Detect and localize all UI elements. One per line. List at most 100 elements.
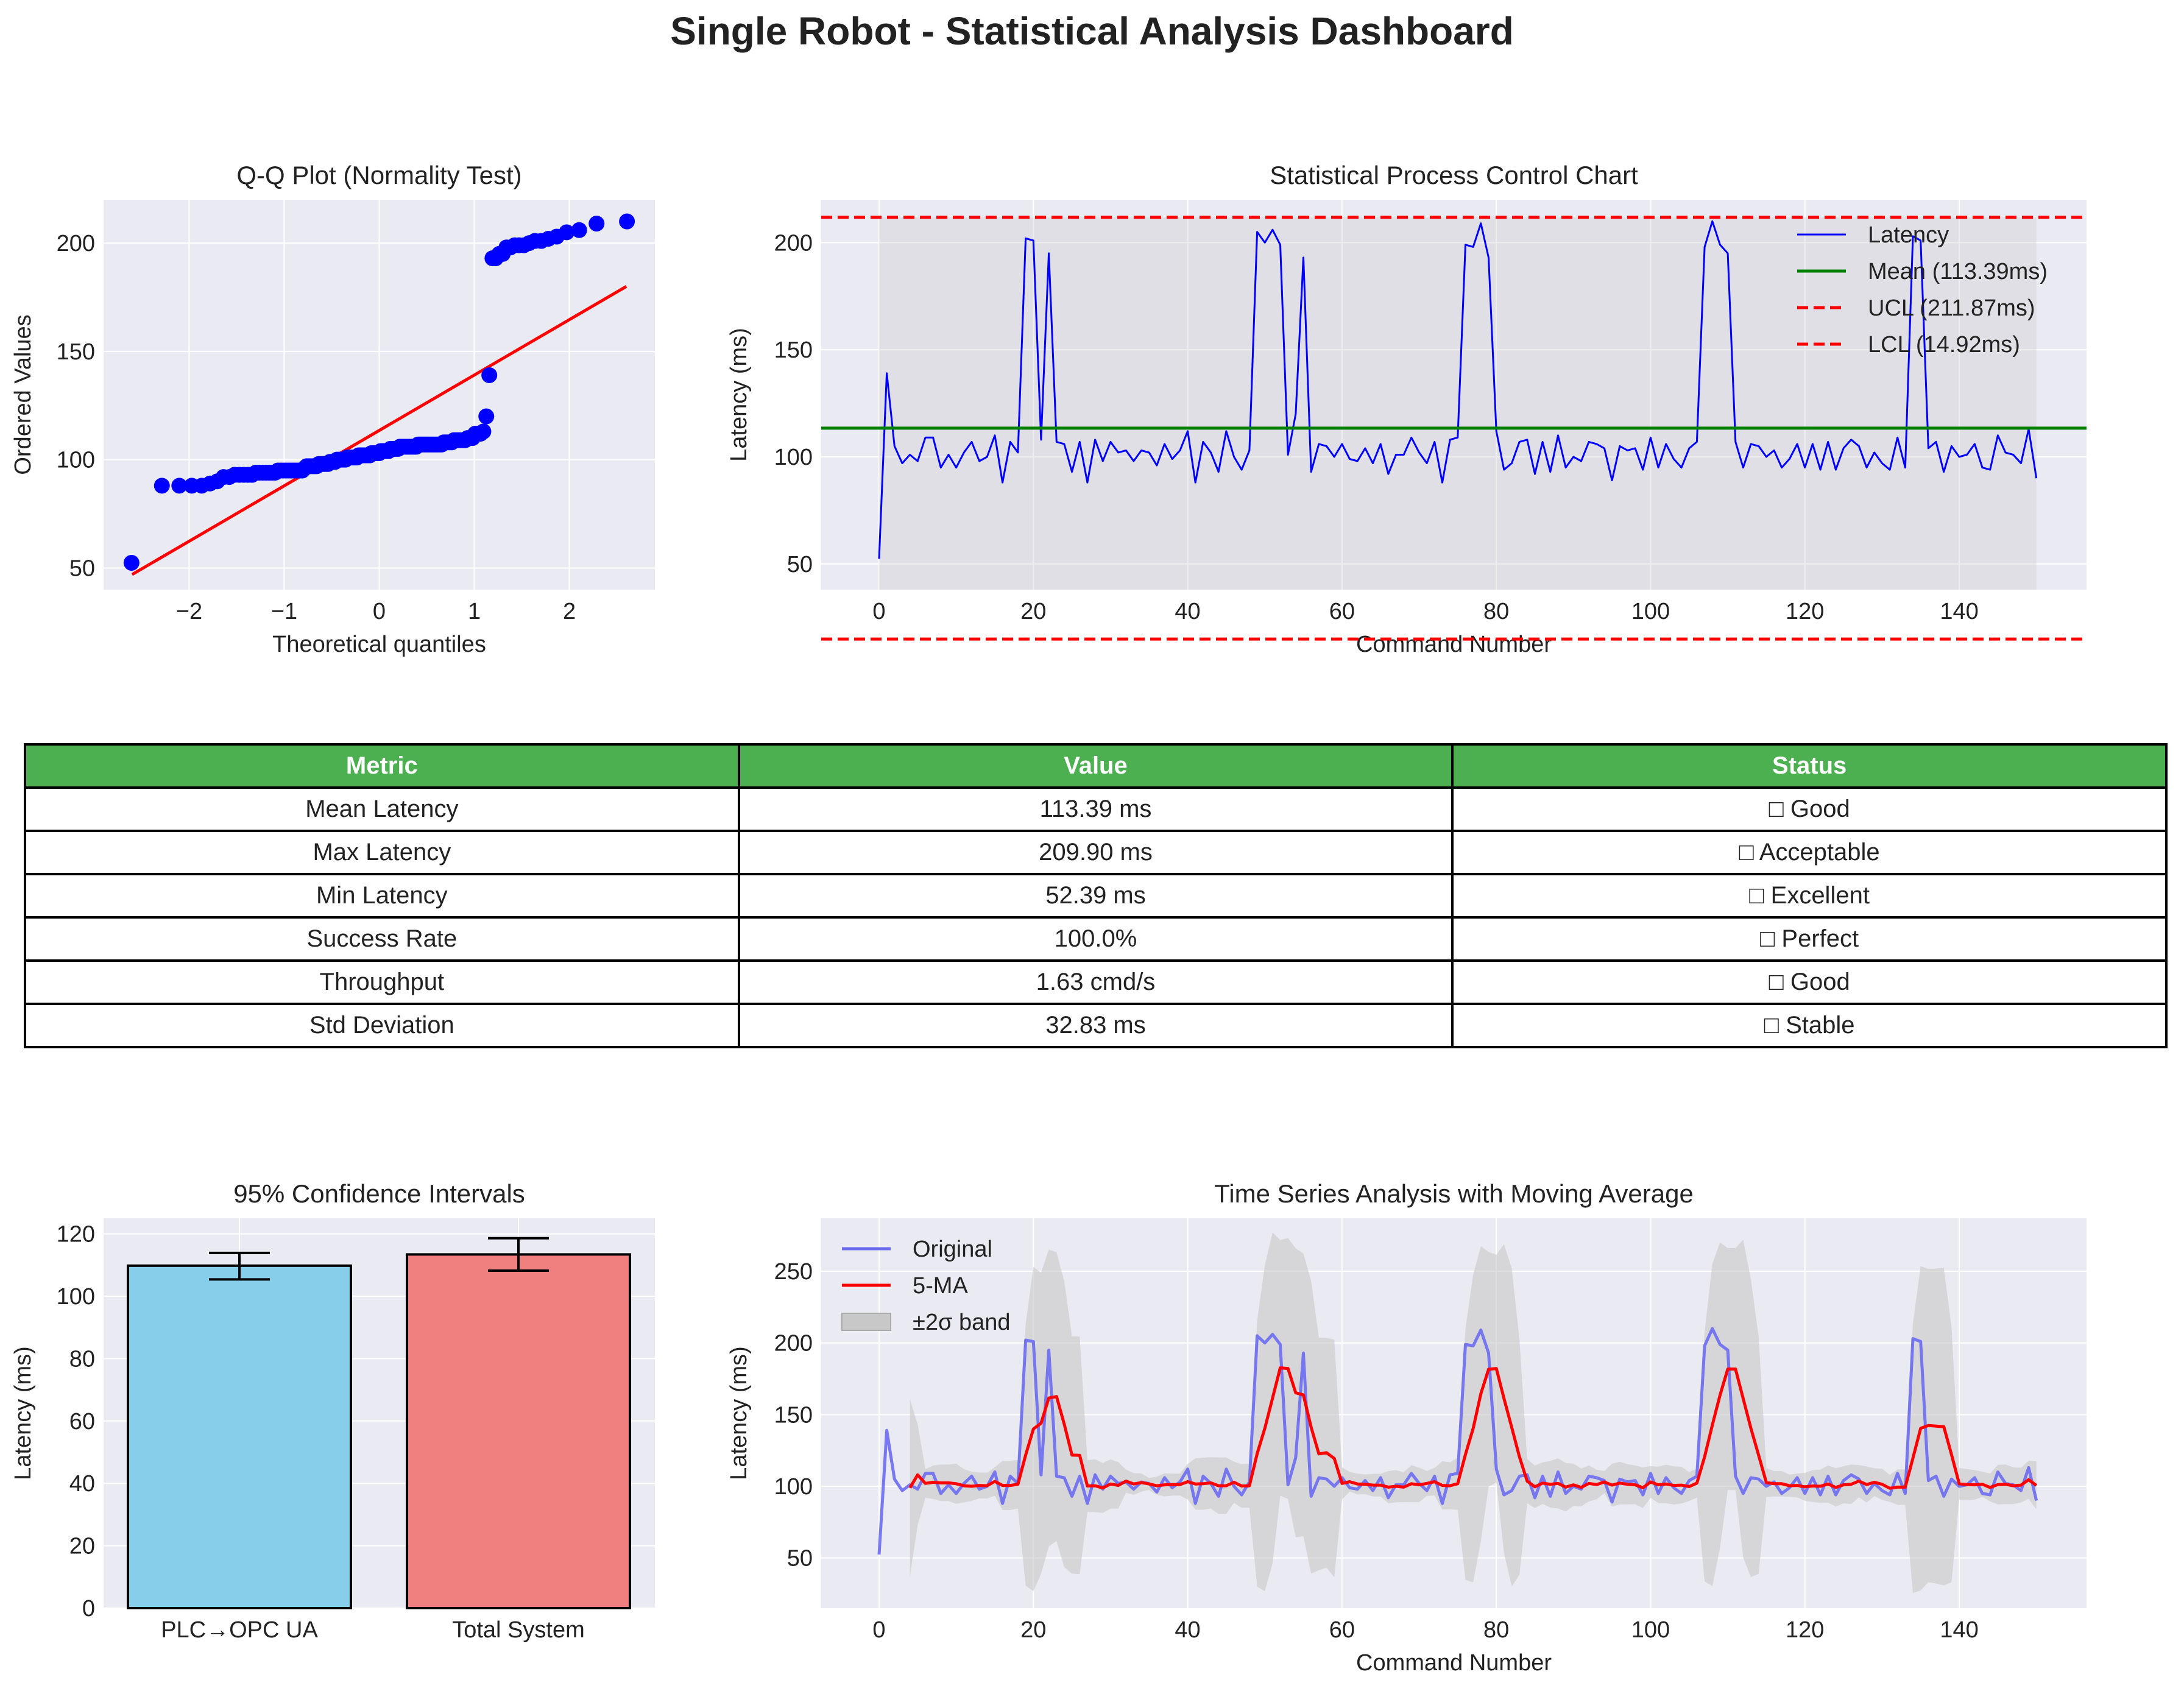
y-tick-label: 40 [69,1471,95,1497]
table-cell: 113.39 ms [737,786,1454,832]
x-tick-label: 80 [1483,599,1509,624]
metrics-table: Metric Value Status Mean Latency 113.39 … [24,743,2168,1048]
legend-label: Mean (113.39ms) [1868,259,2048,284]
sigma-band [910,1232,2037,1593]
x-tick-label: 20 [1020,599,1046,624]
table-row: Std Deviation 32.83 ms □ Stable [24,1003,2168,1048]
y-axis-label: Latency (ms) [726,1346,752,1480]
y-tick-label: 50 [787,1546,813,1572]
table-row: Min Latency 52.39 ms □ Excellent [24,873,2168,919]
y-tick-label: 80 [69,1346,95,1372]
plot-area [821,200,2087,590]
table-cell: Mean Latency [24,786,740,832]
qq-point [619,213,635,230]
table-cell: Max Latency [24,830,740,875]
chart-title: Time Series Analysis with Moving Average [1214,1179,1694,1208]
y-tick-label: 250 [774,1259,813,1285]
table-cell: □ Excellent [1451,873,2168,919]
legend-label: Latency [1868,222,1949,248]
x-tick-label: −2 [176,599,202,624]
table-cell: 1.63 cmd/s [737,959,1454,1005]
bar [406,1253,631,1610]
table-cell: □ Stable [1451,1003,2168,1048]
page-title: Single Robot - Statistical Analysis Dash… [670,9,1514,53]
legend-swatch [841,1313,891,1331]
table-row: Max Latency 209.90 ms □ Acceptable [24,830,2168,875]
y-tick-label: 60 [69,1409,95,1435]
x-tick-label: 20 [1020,1617,1046,1643]
table-cell: 52.39 ms [737,873,1454,919]
column-header: Status [1451,743,2168,789]
chart-title: Statistical Process Control Chart [1270,161,1638,189]
latency-series-line [878,220,2038,559]
y-tick-label: 20 [69,1534,95,1559]
x-tick-label: 140 [1940,599,1978,624]
qq-point [481,367,498,383]
legend-label: ±2σ band [913,1310,1011,1335]
x-tick-label: 60 [1329,1617,1355,1643]
x-tick-label: 0 [872,599,885,624]
y-tick-label: 0 [82,1596,95,1622]
x-tick-label: 100 [1631,1617,1670,1643]
legend-label: LCL (14.92ms) [1868,332,2020,358]
x-tick-label: 40 [1175,599,1200,624]
control-region [878,217,2037,590]
y-tick-label: 100 [57,1284,95,1310]
table-header-row: Metric Value Status [24,743,2168,789]
table-cell: 209.90 ms [737,830,1454,875]
table-cell: □ Perfect [1451,916,2168,962]
table-cell: Std Deviation [24,1003,740,1048]
x-axis-label: Theoretical quantiles [272,632,486,657]
y-tick-label: 200 [57,231,95,256]
y-tick-label: 50 [69,556,95,581]
y-tick-label: 100 [774,1474,813,1500]
y-tick-label: 100 [774,445,813,470]
qq-point [559,224,575,241]
chart-title: Q-Q Plot (Normality Test) [236,161,521,189]
x-tick-label: 2 [563,599,576,624]
bar [127,1264,352,1609]
table-cell: Throughput [24,959,740,1005]
table-row: Success Rate 100.0% □ Perfect [24,916,2168,962]
y-tick-label: 150 [774,1402,813,1428]
x-tick-label: 40 [1175,1617,1200,1643]
column-header: Metric [24,743,740,789]
y-tick-label: 150 [57,339,95,365]
qq-point [475,423,492,440]
x-tick-label: 60 [1329,599,1355,624]
table-cell: □ Good [1451,786,2168,832]
x-tick-label: 80 [1483,1617,1509,1643]
x-tick-label: 100 [1631,599,1670,624]
table-cell: 100.0% [737,916,1454,962]
x-tick-label: −1 [271,599,297,624]
y-tick-label: 150 [774,337,813,363]
table-cell: □ Good [1451,959,2168,1005]
x-tick-label: PLC→OPC UA [161,1617,318,1643]
qq-point [154,478,170,494]
y-tick-label: 50 [787,552,813,577]
x-tick-label: 0 [872,1617,885,1643]
x-tick-label: 120 [1786,1617,1824,1643]
table-row: Throughput 1.63 cmd/s □ Good [24,959,2168,1005]
legend-label: UCL (211.87ms) [1868,295,2035,321]
table-cell: Success Rate [24,916,740,962]
qq-point [588,216,605,232]
column-header: Value [737,743,1454,789]
y-axis-label: Latency (ms) [726,328,752,462]
y-tick-label: 200 [774,230,813,256]
y-tick-label: 120 [57,1222,95,1248]
ma-series-line [908,1366,2038,1490]
legend-label: 5-MA [913,1273,968,1299]
y-tick-label: 200 [774,1331,813,1357]
original-series-line [877,1327,2038,1555]
x-tick-label: 1 [468,599,481,624]
y-tick-label: 100 [57,448,95,473]
table-cell: 32.83 ms [737,1003,1454,1048]
x-tick-label: 0 [373,599,386,624]
x-axis-label: Command Number [1356,1650,1552,1676]
qq-point [571,222,587,238]
y-axis-label: Ordered Values [10,314,36,475]
legend-label: Original [913,1237,992,1262]
x-tick-label: 140 [1940,1617,1978,1643]
